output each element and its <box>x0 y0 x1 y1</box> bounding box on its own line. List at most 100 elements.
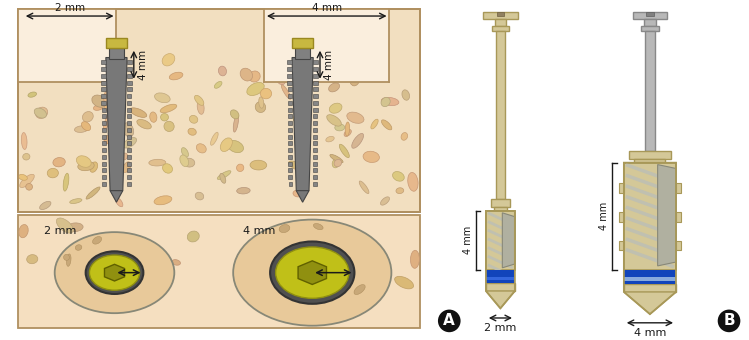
Ellipse shape <box>94 104 103 110</box>
Bar <box>264 9 389 82</box>
Bar <box>102 121 106 125</box>
Bar <box>127 74 132 78</box>
Ellipse shape <box>113 163 121 169</box>
Bar <box>619 241 624 251</box>
Text: 4 mm: 4 mm <box>243 226 275 236</box>
Bar <box>313 61 318 64</box>
Ellipse shape <box>34 108 46 118</box>
Bar <box>101 61 106 64</box>
Ellipse shape <box>345 122 350 136</box>
Bar <box>288 67 292 71</box>
Ellipse shape <box>160 114 169 121</box>
Ellipse shape <box>196 144 206 153</box>
Ellipse shape <box>297 57 305 67</box>
Ellipse shape <box>21 133 27 150</box>
Bar <box>127 101 131 105</box>
Ellipse shape <box>392 171 404 181</box>
Ellipse shape <box>249 71 260 82</box>
Bar <box>313 94 318 98</box>
Bar <box>127 87 132 91</box>
Bar <box>486 270 515 276</box>
Bar <box>288 108 292 112</box>
Polygon shape <box>503 213 515 268</box>
Text: 4 mm: 4 mm <box>312 3 342 13</box>
Ellipse shape <box>67 254 71 266</box>
Ellipse shape <box>82 112 93 122</box>
Ellipse shape <box>74 126 88 132</box>
Bar <box>486 276 515 280</box>
Ellipse shape <box>197 100 204 114</box>
Ellipse shape <box>233 115 239 132</box>
Bar <box>109 48 124 60</box>
Ellipse shape <box>29 73 40 82</box>
Ellipse shape <box>270 241 354 304</box>
Ellipse shape <box>231 110 239 119</box>
Bar <box>102 128 106 132</box>
Ellipse shape <box>93 237 102 244</box>
Text: 4 mm: 4 mm <box>324 50 334 80</box>
Bar <box>486 280 515 283</box>
Bar <box>483 12 518 19</box>
Text: 4 mm: 4 mm <box>464 226 473 254</box>
Bar <box>313 155 317 159</box>
Text: 2 mm: 2 mm <box>484 323 517 333</box>
Ellipse shape <box>70 199 82 204</box>
Ellipse shape <box>335 61 346 77</box>
Polygon shape <box>486 291 515 308</box>
Ellipse shape <box>407 172 418 191</box>
Bar <box>288 81 292 85</box>
Bar <box>127 94 132 98</box>
Bar <box>676 212 681 222</box>
Ellipse shape <box>47 168 58 178</box>
Bar <box>288 168 292 172</box>
Bar <box>624 284 676 292</box>
Bar <box>102 135 106 139</box>
Ellipse shape <box>371 119 378 129</box>
Ellipse shape <box>333 59 342 69</box>
Bar <box>127 155 131 159</box>
Bar <box>288 182 292 186</box>
Ellipse shape <box>130 108 147 117</box>
Ellipse shape <box>219 173 225 183</box>
Bar <box>127 135 131 139</box>
Text: 4 mm: 4 mm <box>599 202 610 230</box>
Polygon shape <box>624 292 676 314</box>
Ellipse shape <box>28 92 37 97</box>
Ellipse shape <box>282 85 291 99</box>
Ellipse shape <box>327 115 342 126</box>
Bar <box>102 155 106 159</box>
Bar <box>102 148 106 152</box>
Ellipse shape <box>381 120 392 130</box>
Bar <box>295 48 310 60</box>
Ellipse shape <box>210 132 218 145</box>
Ellipse shape <box>237 187 250 194</box>
Ellipse shape <box>164 121 175 132</box>
Bar <box>313 175 317 179</box>
Bar <box>313 168 317 172</box>
Bar <box>127 128 131 132</box>
Bar <box>101 94 106 98</box>
Ellipse shape <box>288 161 305 171</box>
Ellipse shape <box>64 254 70 260</box>
Bar <box>18 9 420 212</box>
Ellipse shape <box>27 255 37 264</box>
Bar <box>497 12 504 16</box>
Ellipse shape <box>90 162 97 172</box>
Ellipse shape <box>160 104 177 113</box>
Text: 2 mm: 2 mm <box>55 3 85 13</box>
Bar <box>101 74 106 78</box>
Ellipse shape <box>80 56 85 69</box>
Bar <box>288 141 292 145</box>
Bar <box>313 128 318 132</box>
Bar <box>486 283 515 291</box>
Bar <box>676 241 681 251</box>
Ellipse shape <box>354 285 366 294</box>
Ellipse shape <box>111 150 121 160</box>
Ellipse shape <box>103 114 110 131</box>
Ellipse shape <box>313 223 323 230</box>
Bar <box>288 101 292 105</box>
Ellipse shape <box>82 122 91 131</box>
Bar <box>18 9 420 212</box>
Bar <box>288 94 292 98</box>
Bar <box>127 81 132 85</box>
